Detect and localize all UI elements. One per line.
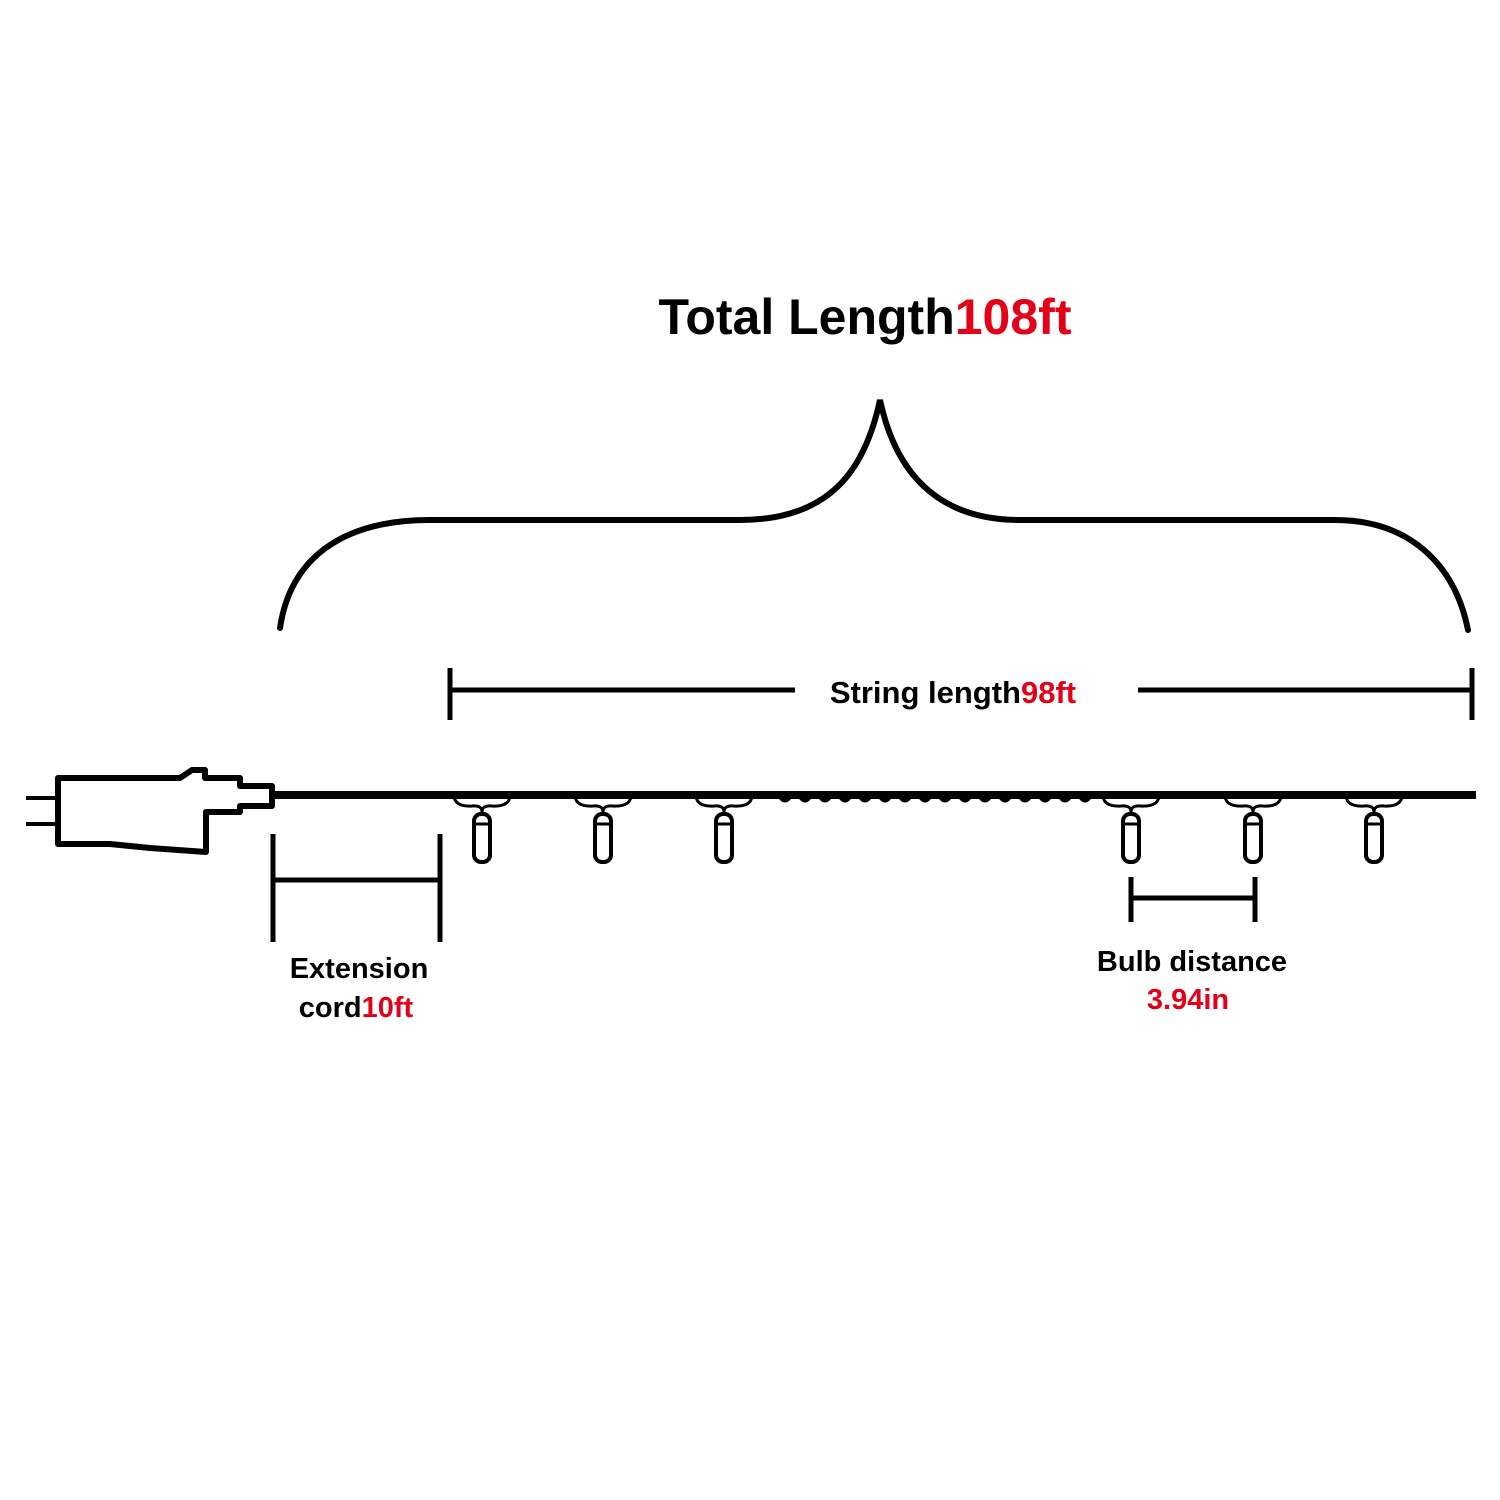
- twisted-cord-section: [768, 791, 1092, 803]
- bulb-body: [1243, 812, 1263, 864]
- extension-cord-line2: cord10ft: [299, 992, 414, 1024]
- bulb-wire: [1223, 796, 1283, 813]
- string-length-value: 98ft: [1021, 675, 1076, 710]
- total-length-title: Total Length108ft: [659, 289, 1072, 345]
- plug-icon: [26, 767, 275, 855]
- extension-cord-value: 10ft: [362, 992, 414, 1024]
- extension-cord-label: cord: [299, 992, 362, 1024]
- total-length-value: 108ft: [955, 289, 1072, 345]
- string-length-dimension: [447, 668, 1475, 720]
- bulb-1: [452, 796, 512, 864]
- bulb-distance-label: Bulb distance: [1097, 946, 1287, 978]
- bulb-2: [573, 796, 633, 864]
- extension-cord-line1: Extension: [290, 953, 429, 985]
- bulb-wire: [452, 796, 512, 813]
- bulb-distance-value: 3.94in: [1147, 984, 1229, 1016]
- bulb-6: [1344, 796, 1404, 864]
- total-length-brace: [277, 399, 1471, 633]
- string-length-label: String length: [830, 675, 1021, 710]
- bulb-body: [472, 812, 492, 864]
- bulb-wire: [573, 796, 633, 813]
- bulb-body: [714, 812, 734, 864]
- plug-body: [55, 767, 275, 855]
- bulb-wire: [694, 796, 754, 813]
- bulb-distance-dimension: [1128, 877, 1258, 922]
- bulb-4: [1101, 796, 1161, 864]
- bulb-body: [1364, 812, 1384, 864]
- extension-cord-dimension: [270, 834, 443, 942]
- string-length-text: String length98ft: [830, 675, 1076, 710]
- bulb-body: [593, 812, 613, 864]
- bulb-3: [694, 796, 754, 864]
- bulb-wire: [1344, 796, 1404, 813]
- bulb-5: [1223, 796, 1283, 864]
- total-length-label: Total Length: [659, 289, 955, 345]
- bulb-wire: [1101, 796, 1161, 813]
- bulb-body: [1121, 812, 1141, 864]
